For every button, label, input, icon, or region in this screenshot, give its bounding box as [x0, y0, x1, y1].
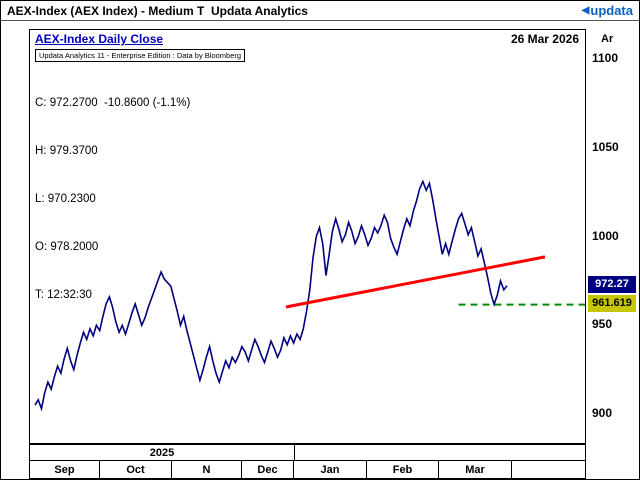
price-chart-plot[interactable]: [30, 30, 585, 443]
updata-logo-text: updata: [590, 3, 633, 18]
quote-block: C: 972.2700 -10.8600 (-1.1%) H: 979.3700…: [35, 63, 190, 335]
y-axis-label: 1100: [592, 51, 619, 65]
month-label-cell: Oct: [100, 461, 172, 478]
month-label-cell: Feb: [367, 461, 439, 478]
month-label-cell: Mar: [439, 461, 512, 478]
title-bar: AEX-Index (AEX Index) - Medium T Updata …: [1, 1, 639, 21]
last-price-badge: 972.27: [588, 275, 636, 293]
right-panel-clipped-text: Ar: [601, 33, 614, 45]
chart-title: AEX-Index Daily Close: [35, 32, 164, 46]
month-label-cell: [512, 461, 587, 478]
x-axis-year-row: 2025: [29, 444, 586, 460]
y-axis-label: 900: [592, 406, 613, 420]
quote-low-line: L: 970.2300: [35, 193, 96, 205]
updata-logo: ◀ updata: [582, 3, 633, 18]
quote-high-line: H: 979.3700: [35, 145, 98, 157]
chart-date: 26 Mar 2026: [510, 32, 579, 46]
year-label-cell: 2025: [149, 446, 175, 459]
quote-time-line: T: 12:32:30: [35, 289, 92, 301]
support-price-badge: 961.619: [588, 294, 636, 312]
y-axis-label: 950: [592, 317, 613, 332]
month-label-cell: N: [172, 461, 242, 478]
quote-close-line: C: 972.2700 -10.8600 (-1.1%): [35, 97, 191, 109]
year-label-cell: [294, 445, 587, 460]
quote-open-line: O: 978.2000: [35, 241, 99, 253]
y-axis-label: 1000: [592, 228, 619, 243]
price-line: [34, 179, 508, 412]
x-axis-month-row: Sep Oct N Dec Jan Feb Mar: [29, 460, 586, 479]
window-title: AEX-Index (AEX Index) - Medium T Updata …: [7, 3, 308, 18]
month-label-cell: Jan: [294, 461, 367, 478]
chart-frame[interactable]: AEX-Index Daily Close 26 Mar 2026 Updata…: [29, 29, 586, 444]
updata-logo-arrow-icon: ◀: [581, 4, 590, 16]
trend-line[interactable]: [285, 255, 546, 309]
edition-watermark: Updata Analytics 11 - Enterprise Edition…: [35, 49, 246, 62]
month-label-cell: Sep: [30, 461, 100, 478]
month-label-cell: Dec: [242, 461, 294, 478]
y-axis-label: 1050: [592, 139, 619, 154]
